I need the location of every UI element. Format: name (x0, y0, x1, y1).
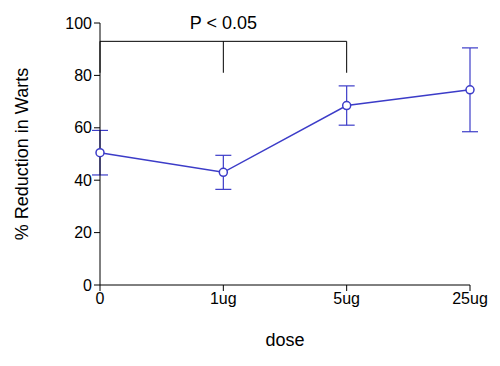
svg-text:1ug: 1ug (210, 290, 237, 307)
svg-text:25ug: 25ug (452, 290, 488, 307)
svg-text:0: 0 (83, 277, 92, 294)
svg-text:80: 80 (74, 67, 92, 84)
svg-text:0: 0 (96, 290, 105, 307)
svg-text:% Reduction in Warts: % Reduction in Warts (12, 68, 32, 240)
svg-text:40: 40 (74, 172, 92, 189)
svg-text:dose: dose (265, 330, 304, 350)
svg-text:P < 0.05: P < 0.05 (190, 13, 257, 33)
svg-text:20: 20 (74, 224, 92, 241)
svg-text:100: 100 (65, 15, 92, 32)
svg-text:5ug: 5ug (333, 290, 360, 307)
svg-text:60: 60 (74, 119, 92, 136)
